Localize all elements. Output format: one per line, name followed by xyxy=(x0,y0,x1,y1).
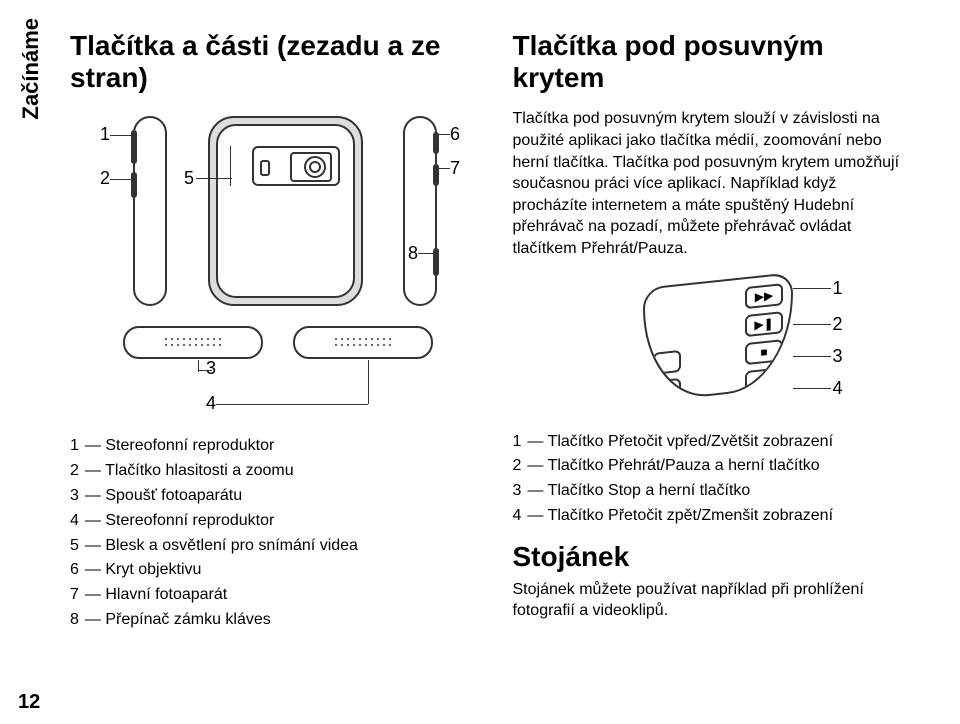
section-tab: Začínáme xyxy=(18,18,44,120)
left-heading: Tlačítka a části (zezadu a ze stran) xyxy=(70,30,473,94)
legend-text: Kryt objektivu xyxy=(85,558,202,583)
left-legend: 1Stereofonní reproduktor 2Tlačítko hlasi… xyxy=(70,434,473,632)
right-column: Tlačítka pod posuvným krytem Tlačítka po… xyxy=(513,30,916,699)
legend-text: Stereofonní reproduktor xyxy=(85,434,274,459)
game-btn-left xyxy=(653,349,681,374)
callout-6: 6 xyxy=(450,124,460,145)
legend-text: Tlačítko Přetočit vpřed/Zvětšit zobrazen… xyxy=(527,430,833,455)
callout-7: 7 xyxy=(450,158,460,179)
media-btn-rew: ◀◀ xyxy=(745,367,783,393)
legend-num: 1 xyxy=(70,434,79,459)
phone-rear-diagram: 1 2 5 6 7 8 3 4 xyxy=(78,108,465,428)
legend-num: 2 xyxy=(513,454,522,479)
phone-back xyxy=(208,116,363,306)
speaker-right xyxy=(293,326,433,359)
stand-paragraph: Stojánek můžete používat například při p… xyxy=(513,579,916,622)
camera-block xyxy=(252,146,340,186)
legend-num: 5 xyxy=(70,534,79,559)
page-number: 12 xyxy=(18,691,40,714)
callout-1: 1 xyxy=(100,124,110,145)
legend-num: 2 xyxy=(70,459,79,484)
phone-right-edge xyxy=(403,116,437,306)
media-btn-play: ▶❚ xyxy=(745,311,783,337)
legend-num: 4 xyxy=(513,504,522,529)
legend-text: Tlačítko Přehrát/Pauza a herní tlačítko xyxy=(527,454,819,479)
speaker-left xyxy=(123,326,263,359)
legend-num: 3 xyxy=(70,484,79,509)
legend-text: Tlačítko hlasitosti a zoomu xyxy=(85,459,294,484)
callout-5: 5 xyxy=(184,168,194,189)
legend-num: 6 xyxy=(70,558,79,583)
phone-left-edge xyxy=(133,116,167,306)
dr-callout-2: 2 xyxy=(833,314,843,335)
left-column: Tlačítka a části (zezadu a ze stran) xyxy=(70,30,473,699)
game-btn-left2 xyxy=(653,377,681,402)
legend-num: 3 xyxy=(513,479,522,504)
media-btn-fwd: ▶▶ xyxy=(745,283,783,309)
right-heading: Tlačítka pod posuvným krytem xyxy=(513,30,916,94)
legend-text: Přepínač zámku kláves xyxy=(85,608,271,633)
callout-2: 2 xyxy=(100,168,110,189)
legend-num: 4 xyxy=(70,509,79,534)
right-legend: 1Tlačítko Přetočit vpřed/Zvětšit zobraze… xyxy=(513,430,916,529)
legend-num: 1 xyxy=(513,430,522,455)
legend-text: Tlačítko Stop a herní tlačítko xyxy=(527,479,750,504)
dr-callout-4: 4 xyxy=(833,378,843,399)
dr-callout-1: 1 xyxy=(833,278,843,299)
legend-text: Spoušť fotoaparátu xyxy=(85,484,242,509)
legend-num: 7 xyxy=(70,583,79,608)
stand-heading: Stojánek xyxy=(513,541,916,573)
media-btn-stop: ■ xyxy=(745,339,783,365)
legend-num: 8 xyxy=(70,608,79,633)
two-column-layout: Tlačítka a části (zezadu a ze stran) xyxy=(70,30,915,699)
callout-4: 4 xyxy=(206,393,216,414)
legend-text: Stereofonní reproduktor xyxy=(85,509,274,534)
dr-callout-3: 3 xyxy=(833,346,843,367)
legend-text: Blesk a osvětlení pro snímání videa xyxy=(85,534,358,559)
slide-cover-diagram: ▶▶ ▶❚ ■ ◀◀ 1 2 3 4 xyxy=(513,274,916,422)
legend-text: Hlavní fotoaparát xyxy=(85,583,227,608)
callout-3: 3 xyxy=(206,358,216,379)
right-paragraph: Tlačítka pod posuvným krytem slouží v zá… xyxy=(513,108,916,259)
callout-8: 8 xyxy=(408,243,418,264)
legend-text: Tlačítko Přetočit zpět/Zmenšit zobrazení xyxy=(527,504,833,529)
